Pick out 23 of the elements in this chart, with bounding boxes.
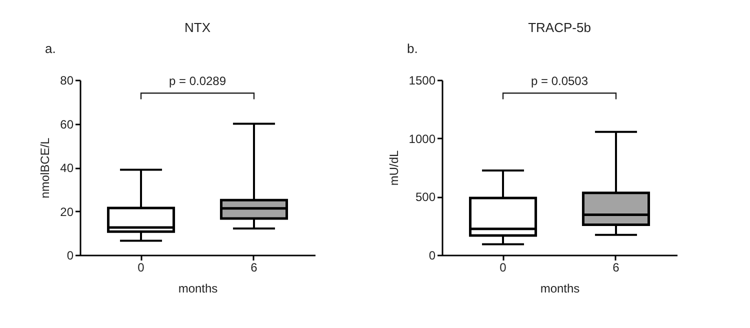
y-tick-label: 1000 bbox=[408, 132, 436, 146]
annotation: p = 0.0289 bbox=[168, 74, 226, 88]
y-tick-label: 20 bbox=[60, 204, 74, 219]
annotation: p = 0.0503 bbox=[530, 74, 588, 88]
y-tick-label: 80 bbox=[60, 74, 74, 88]
x-tick-label: 6 bbox=[612, 260, 620, 274]
y-tick-label: 500 bbox=[415, 190, 436, 204]
y-axis-title: mU/dL bbox=[386, 150, 401, 186]
text: a. bbox=[45, 41, 56, 56]
x-axis-title: months bbox=[178, 282, 218, 296]
y-tick-label: 0 bbox=[66, 248, 74, 262]
y-axis-title: nmolBCE/L bbox=[38, 137, 52, 198]
y-tick-label: 0 bbox=[428, 248, 436, 262]
x-axis-title: months bbox=[540, 282, 580, 296]
x-tick-label: 0 bbox=[138, 260, 145, 274]
y-tick-label: 1500 bbox=[408, 74, 436, 88]
text: b. bbox=[407, 41, 418, 56]
x-tick-label: 6 bbox=[250, 260, 258, 274]
y-tick-label: 60 bbox=[60, 117, 74, 132]
chart-title: TRACP-5b bbox=[528, 20, 591, 35]
y-tick-label: 40 bbox=[60, 161, 74, 175]
chart-title: NTX bbox=[184, 20, 211, 35]
x-tick-label: 0 bbox=[500, 260, 507, 274]
